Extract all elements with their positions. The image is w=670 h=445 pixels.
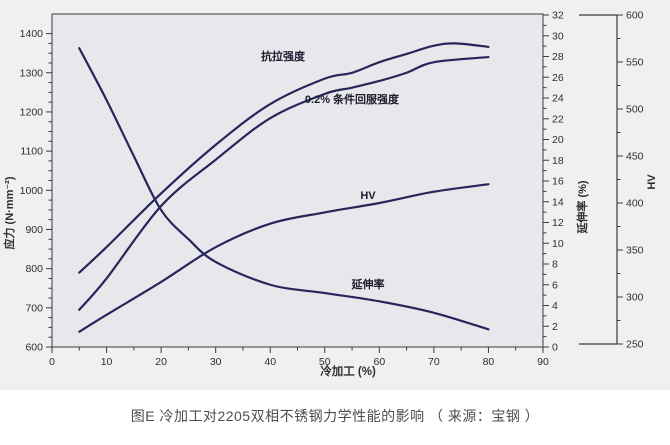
svg-text:4: 4	[552, 300, 558, 312]
svg-text:70: 70	[428, 356, 440, 368]
svg-text:24: 24	[552, 93, 564, 105]
svg-text:600: 600	[626, 10, 644, 22]
svg-text:450: 450	[626, 151, 644, 163]
svg-text:80: 80	[483, 356, 495, 368]
svg-text:700: 700	[25, 302, 43, 314]
svg-text:90: 90	[537, 356, 549, 368]
svg-text:22: 22	[552, 113, 564, 125]
svg-text:50: 50	[319, 356, 331, 368]
svg-text:8: 8	[552, 259, 558, 271]
series-curve-2	[78, 183, 490, 333]
svg-text:30: 30	[552, 30, 564, 42]
svg-text:0: 0	[49, 356, 55, 368]
svg-text:抗拉强度: 抗拉强度	[261, 49, 306, 63]
svg-text:60: 60	[373, 356, 385, 368]
svg-text:26: 26	[552, 72, 564, 84]
svg-text:14: 14	[552, 196, 564, 208]
svg-text:600: 600	[25, 342, 43, 354]
svg-text:250: 250	[626, 339, 644, 351]
svg-text:1200: 1200	[20, 106, 44, 118]
svg-text:400: 400	[626, 198, 644, 210]
svg-text:应力 (N·mm⁻²): 应力 (N·mm⁻²)	[2, 176, 16, 249]
svg-text:500: 500	[626, 104, 644, 116]
plot-frame	[51, 13, 544, 348]
svg-text:6: 6	[552, 279, 558, 291]
figure-caption: 图E 冷加工对2205双相不锈钢力学性能的影响 （ 来源：宝钢 ）	[130, 408, 540, 424]
series-curve-1	[78, 55, 490, 311]
curve-labels: 抗拉强度 0.2% 条件回服强度 HV 延伸率	[261, 49, 400, 291]
y-axis-hv: 250 300 350 400 450 500 550 600 HV	[579, 10, 658, 351]
svg-text:32: 32	[552, 10, 564, 22]
svg-text:1000: 1000	[20, 185, 44, 197]
svg-text:0.2% 条件回服强度: 0.2% 条件回服强度	[305, 92, 400, 106]
svg-text:28: 28	[552, 51, 564, 63]
svg-text:12: 12	[552, 217, 564, 229]
chart-region: 0 10 20 30 40 50 60 70 80 90 冷加工 (%) 600 700 800 900 10…	[0, 0, 670, 390]
x-axis: 0 10 20 30 40 50 60 70 80 90 冷加工 (%)	[49, 347, 549, 378]
svg-text:HV: HV	[360, 190, 376, 202]
svg-text:1400: 1400	[20, 28, 44, 40]
svg-text:延伸率: 延伸率	[351, 277, 385, 291]
svg-text:HV: HV	[646, 174, 658, 190]
svg-text:1300: 1300	[20, 67, 44, 79]
svg-text:1100: 1100	[20, 146, 43, 158]
svg-text:0: 0	[552, 342, 558, 354]
svg-text:冷加工 (%): 冷加工 (%)	[320, 364, 376, 378]
svg-text:800: 800	[25, 263, 43, 275]
svg-text:20: 20	[155, 356, 167, 368]
svg-text:18: 18	[552, 155, 564, 167]
series-curve-3	[78, 47, 490, 331]
svg-text:10: 10	[101, 356, 113, 368]
svg-text:16: 16	[552, 176, 564, 188]
svg-text:20: 20	[552, 134, 564, 146]
svg-text:550: 550	[626, 57, 644, 69]
y-axis-stress: 600 700 800 900 1000 1100 1200 1300 1400 应力 (N·mm…	[2, 28, 52, 354]
svg-text:2: 2	[552, 321, 558, 333]
svg-text:40: 40	[264, 356, 276, 368]
svg-text:900: 900	[25, 224, 43, 236]
svg-text:30: 30	[210, 356, 222, 368]
series-curve-0	[78, 42, 490, 274]
svg-text:350: 350	[626, 245, 644, 257]
svg-text:10: 10	[552, 238, 564, 250]
svg-text:300: 300	[626, 292, 644, 304]
svg-text:延伸率 (%): 延伸率 (%)	[575, 180, 589, 234]
